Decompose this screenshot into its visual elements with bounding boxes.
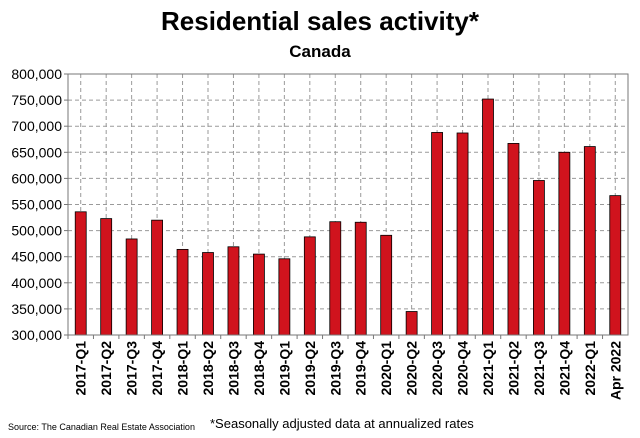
bar [125,238,138,336]
bar [176,248,189,336]
bar [278,258,291,336]
y-tick-label: 700,000 [11,118,62,134]
x-tick-label: 2020-Q1 [378,341,394,396]
x-tick-label: 2018-Q1 [175,341,191,396]
bar [380,234,393,336]
y-tick-label: 300,000 [11,327,62,343]
bar-series [74,98,622,336]
footnote: *Seasonally adjusted data at annualized … [210,416,474,431]
bar [354,221,367,336]
source-note: Source: The Canadian Real Estate Associa… [8,422,195,432]
chart-subtitle: Canada [289,42,351,61]
x-tick-label: 2018-Q3 [225,341,241,396]
x-tick-label: 2017-Q4 [149,341,165,396]
y-tick-label: 450,000 [11,249,62,265]
bar [405,311,418,336]
x-tick-label: 2020-Q3 [429,341,445,396]
bar [74,211,87,336]
bar [100,218,113,336]
x-tick-label: 2017-Q1 [73,341,89,396]
y-tick-label: 550,000 [11,197,62,213]
y-tick-label: 800,000 [11,66,62,82]
y-tick-label: 650,000 [11,144,62,160]
bar [431,132,443,336]
x-tick-label: 2021-Q2 [505,341,521,396]
x-tick-label: 2020-Q4 [455,341,471,396]
x-tick-label: 2019-Q1 [276,341,292,396]
x-tick-label: 2018-Q4 [251,341,267,396]
bar [533,180,545,336]
bar [482,98,494,336]
bar [227,246,240,336]
bar [456,132,469,336]
x-axis-tick-labels: 2017-Q1 2017-Q2 2017-Q3 2017-Q4 2018-Q1 2018-… [73,341,624,400]
bar [507,143,520,336]
y-tick-label: 750,000 [11,92,62,108]
axes [64,73,629,339]
bar [583,146,596,336]
y-tick-label: 500,000 [11,223,62,239]
bar [558,151,571,336]
x-tick-label: 2022-Q1 [582,341,598,396]
x-tick-label: 2017-Q2 [98,341,114,396]
x-tick-label: 2018-Q2 [200,341,216,396]
x-tick-label: 2020-Q2 [404,341,420,396]
x-tick-label: Apr 2022 [607,341,623,400]
bar [303,236,316,336]
bar [609,195,622,336]
bar [151,219,163,336]
y-tick-label: 350,000 [11,301,62,317]
x-tick-label: 2021-Q3 [531,341,547,396]
bar [253,253,265,336]
x-tick-label: 2017-Q3 [124,341,140,396]
y-axis-tick-labels: 300,000 350,000 400,000 450,000 500,000 550,0… [11,66,62,343]
bar [202,252,214,336]
chart-title: Residential sales activity* [161,6,479,36]
x-tick-label: 2019-Q4 [353,341,369,396]
x-tick-label: 2021-Q1 [480,341,496,396]
bar [329,221,342,336]
x-tick-label: 2021-Q4 [556,341,572,396]
x-tick-label: 2019-Q3 [327,341,343,396]
y-tick-label: 400,000 [11,275,62,291]
x-tick-label: 2019-Q2 [302,341,318,396]
y-tick-label: 600,000 [11,170,62,186]
